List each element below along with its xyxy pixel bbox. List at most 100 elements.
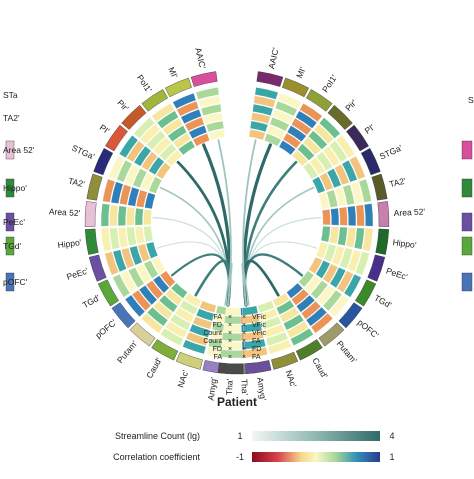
side-left-label: STa <box>3 90 18 100</box>
right-heatmap-cell <box>343 274 362 298</box>
left-heatmap-cell <box>189 323 211 338</box>
right-heatmap-cell <box>331 245 345 266</box>
right-heatmap-cell <box>309 156 326 175</box>
right-heatmap-cell <box>315 241 329 259</box>
left-region-label: Amyg' <box>206 376 219 401</box>
right-region-label: Putam' <box>335 339 360 366</box>
left-heatmap-cell <box>160 328 184 346</box>
right-region-label: Hippo' <box>392 237 417 250</box>
right-heatmap-cell <box>308 130 328 150</box>
left-heatmap-cell <box>144 192 156 210</box>
right-heatmap-cell <box>318 192 330 210</box>
right-heatmap-cell <box>364 203 374 227</box>
right-region-arc <box>377 201 390 227</box>
right-heatmap-cell <box>249 120 269 133</box>
left-metric-label: Count <box>203 338 222 345</box>
right-region-label: Pir' <box>343 97 359 113</box>
right-metric-label: FD <box>252 346 261 353</box>
side-panels: STa TA2' Area 52' Hippo' PeEc' TGd' pOFC' S <box>3 90 474 292</box>
right-heatmap-cell <box>337 226 348 246</box>
left-heatmap-cell <box>200 103 222 116</box>
right-heatmap-cell <box>263 323 285 338</box>
left-heatmap-cell <box>172 92 197 109</box>
chord-link <box>242 259 280 307</box>
right-heatmap-cell <box>251 112 271 125</box>
right-heatmap-cell <box>326 189 338 208</box>
left-heatmap-cell <box>138 285 158 306</box>
left-region-arc <box>88 254 107 282</box>
side-right-arc <box>461 178 473 198</box>
right-heatmap-cell <box>322 145 341 167</box>
right-region-label: AAIC' <box>266 46 281 70</box>
right-heatmap-cell <box>304 275 322 294</box>
right-metric-marker: × <box>242 346 246 353</box>
left-heatmap-cell <box>135 263 152 284</box>
left-region-arc <box>105 124 128 152</box>
right-metric-label: FA <box>252 338 261 345</box>
right-region-label: MI' <box>294 65 308 79</box>
side-right-arc <box>461 212 473 232</box>
left-heatmap-cell <box>127 186 140 207</box>
side-left-label: TA2' <box>3 113 20 123</box>
right-metric-marker: × <box>242 314 246 321</box>
left-heatmap-cell <box>156 110 179 129</box>
left-metric-marker: × <box>228 322 232 329</box>
right-region-arc <box>306 89 333 112</box>
side-left-arc <box>5 178 15 198</box>
left-heatmap-cell <box>182 339 207 355</box>
left-heatmap-cell <box>104 251 119 276</box>
left-heatmap-cell <box>146 130 166 150</box>
right-region-arc <box>367 254 386 282</box>
left-heatmap-cell <box>205 120 225 133</box>
right-heatmap-cell <box>253 95 276 108</box>
right-heatmap-cell <box>225 307 242 316</box>
left-heatmap-cell <box>167 125 187 142</box>
right-region-arc <box>346 124 369 152</box>
right-heatmap-cell <box>291 288 310 306</box>
right-heatmap-cell <box>329 140 348 163</box>
right-region-label: Tha' <box>224 378 235 395</box>
right-region-label: Area 52' <box>393 206 425 218</box>
right-heatmap-cell <box>349 155 366 180</box>
left-region-arc <box>121 104 147 130</box>
legend-streamline-colorbar <box>252 431 380 441</box>
left-heatmap-cell <box>100 203 110 227</box>
left-region-arc <box>129 322 156 347</box>
right-metric-marker: × <box>242 330 246 337</box>
right-region-arc <box>360 148 381 176</box>
right-heatmap-cell <box>329 267 346 289</box>
left-heatmap-cell <box>117 205 127 226</box>
right-region-arc <box>256 71 284 87</box>
left-metric-marker: × <box>228 354 232 361</box>
right-heatmap-cell <box>272 292 290 308</box>
left-heatmap-cell <box>143 226 154 243</box>
right-metric-marker: × <box>242 322 246 329</box>
side-left-label: PeEc' <box>3 217 25 227</box>
left-heatmap-cell <box>148 176 162 194</box>
right-heatmap-cell <box>355 204 365 227</box>
right-heatmap-cell <box>301 300 322 320</box>
left-heatmap-cell <box>112 249 127 273</box>
left-heatmap-cell <box>109 204 119 227</box>
left-heatmap-cell <box>198 95 221 108</box>
left-heatmap-cell <box>179 299 198 315</box>
left-heatmap-cell <box>120 270 138 293</box>
left-region-label: PI' <box>98 122 112 136</box>
right-heatmap-cell <box>259 308 279 322</box>
left-metric-marker: × <box>228 314 232 321</box>
right-heatmap-cell <box>261 316 282 330</box>
right-heatmap-cell <box>310 312 334 334</box>
right-heatmap-cell <box>345 227 357 248</box>
side-left-arc <box>5 236 15 256</box>
left-heatmap-cell <box>148 156 165 175</box>
right-heatmap-cell <box>222 324 242 333</box>
left-heatmap-cell <box>101 228 112 252</box>
right-heatmap-cell <box>312 176 326 194</box>
left-heatmap-cell <box>129 245 143 266</box>
right-region-label: TGd' <box>373 293 394 311</box>
left-heatmap-cell <box>126 206 136 226</box>
left-metric-label: FD <box>213 322 222 329</box>
right-metric-label: VFic <box>252 322 267 329</box>
left-heatmap-cell <box>117 227 129 248</box>
